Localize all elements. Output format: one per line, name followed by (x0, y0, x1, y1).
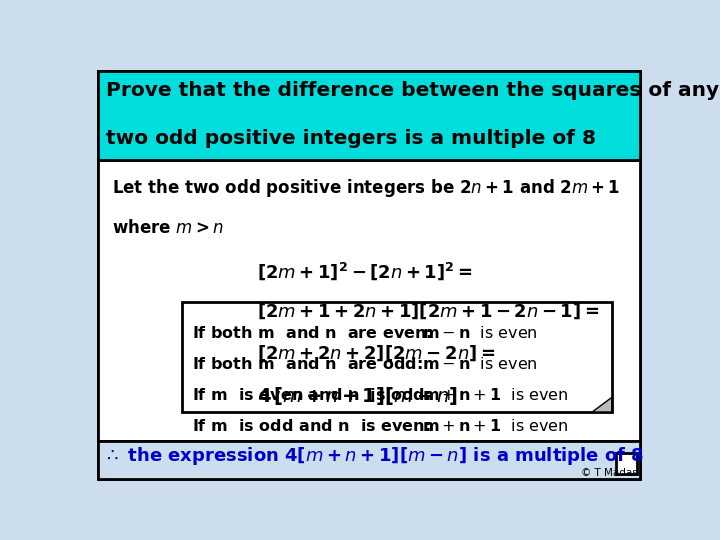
Text: If both $\mathit{\mathbf{m}}$  and $\mathit{\mathbf{n}}$  are even:: If both $\mathit{\mathbf{m}}$ and $\math… (192, 325, 433, 341)
Polygon shape (593, 397, 612, 412)
Text: $\mathit{\mathbf{m}}-\mathit{\mathbf{n}}$  is even: $\mathit{\mathbf{m}}-\mathit{\mathbf{n}}… (422, 356, 538, 372)
Bar (98, 160, 640, 441)
Text: $\mathit{\mathbf{m}}+\mathit{\mathbf{n}}+\mathbf{1}$  is even: $\mathit{\mathbf{m}}+\mathit{\mathbf{n}}… (422, 387, 569, 403)
Text: two odd positive integers is a multiple of 8: two odd positive integers is a multiple … (106, 129, 596, 149)
Text: If both $\mathit{\mathbf{m}}$  and $\mathit{\mathbf{n}}$  are odd:: If both $\mathit{\mathbf{m}}$ and $\math… (192, 356, 423, 372)
Text: $\mathit{\mathbf{m}}+\mathit{\mathbf{n}}+\mathbf{1}$  is even: $\mathit{\mathbf{m}}+\mathit{\mathbf{n}}… (422, 418, 569, 434)
Text: If $\mathit{\mathbf{m}}$  is odd and $\mathit{\mathbf{n}}$  is even:: If $\mathit{\mathbf{m}}$ is odd and $\ma… (192, 418, 431, 434)
Text: $\mathbf{[2\mathit{m}+1]^2 - [2\mathit{n}+1]^2 =}$: $\mathbf{[2\mathit{m}+1]^2 - [2\mathit{n… (258, 260, 473, 282)
Text: $\mathbf{[2\mathit{m}+1+2\mathit{n}+1][2\mathit{m}+1-2\mathit{n}-1] =}$: $\mathbf{[2\mathit{m}+1+2\mathit{n}+1][2… (258, 302, 600, 321)
Text: $\mathbf{[2\mathit{m}+2\mathit{n}+2][2\mathit{m}-2\mathit{n}] =}$: $\mathbf{[2\mathit{m}+2\mathit{n}+2][2\m… (258, 343, 496, 363)
Bar (616, 453, 637, 474)
Bar (98, 71, 640, 160)
Text: where $\mathbf{\mathit{m} > \mathit{n}}$: where $\mathbf{\mathit{m} > \mathit{n}}$ (112, 219, 223, 237)
Text: If $\mathit{\mathbf{m}}$  is even and $\mathit{\mathbf{n}}$  is odd:: If $\mathit{\mathbf{m}}$ is even and $\m… (192, 387, 431, 403)
Text: $\therefore$ the expression $\mathbf{4[\mathit{m}+\mathit{n}+1][\mathit{m}-\math: $\therefore$ the expression $\mathbf{4[\… (104, 444, 645, 467)
Text: Prove that the difference between the squares of any: Prove that the difference between the sq… (106, 82, 719, 100)
Text: $\mathit{\mathbf{m}}-\mathit{\mathbf{n}}$  is even: $\mathit{\mathbf{m}}-\mathit{\mathbf{n}}… (422, 325, 538, 341)
Text: © T Madas: © T Madas (580, 468, 637, 478)
Text: Let the two odd positive integers be $\mathbf{2\mathit{n}+1}$ and $\mathbf{2\mat: Let the two odd positive integers be $\m… (112, 177, 620, 199)
Bar (182, 302, 612, 412)
Text: $\mathbf{4\,[\mathit{m}+\mathit{n}+1][\mathit{m}-\mathit{n}]}$: $\mathbf{4\,[\mathit{m}+\mathit{n}+1][\m… (258, 385, 458, 407)
Bar (98, 441, 640, 478)
